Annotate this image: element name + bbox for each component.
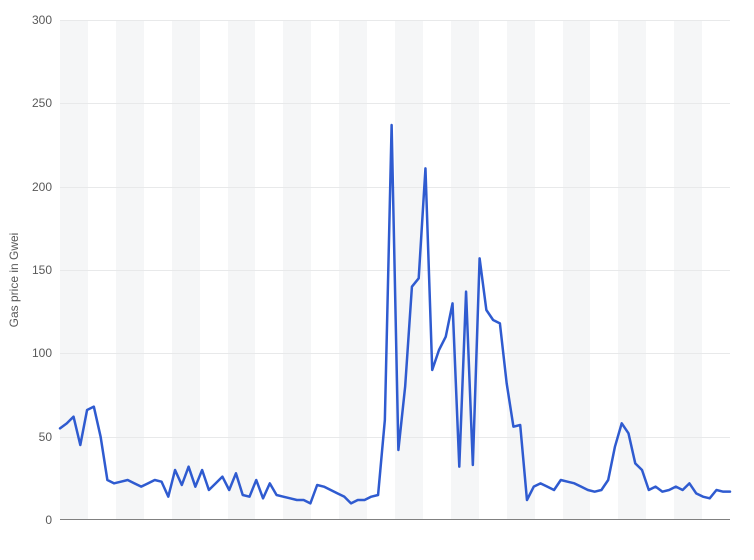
y-tick-label: 250: [32, 96, 60, 110]
line-series: [60, 20, 730, 520]
y-axis-title: Gas price in Gwei: [7, 233, 21, 328]
y-tick-label: 100: [32, 346, 60, 360]
y-tick-label: 200: [32, 180, 60, 194]
gas-price-line-chart: Gas price in Gwei 050100150200250300: [0, 0, 754, 560]
plot-area: 050100150200250300: [60, 20, 730, 520]
y-tick-label: 300: [32, 13, 60, 27]
y-tick-label: 50: [39, 430, 60, 444]
y-tick-label: 0: [45, 513, 60, 527]
y-tick-label: 150: [32, 263, 60, 277]
